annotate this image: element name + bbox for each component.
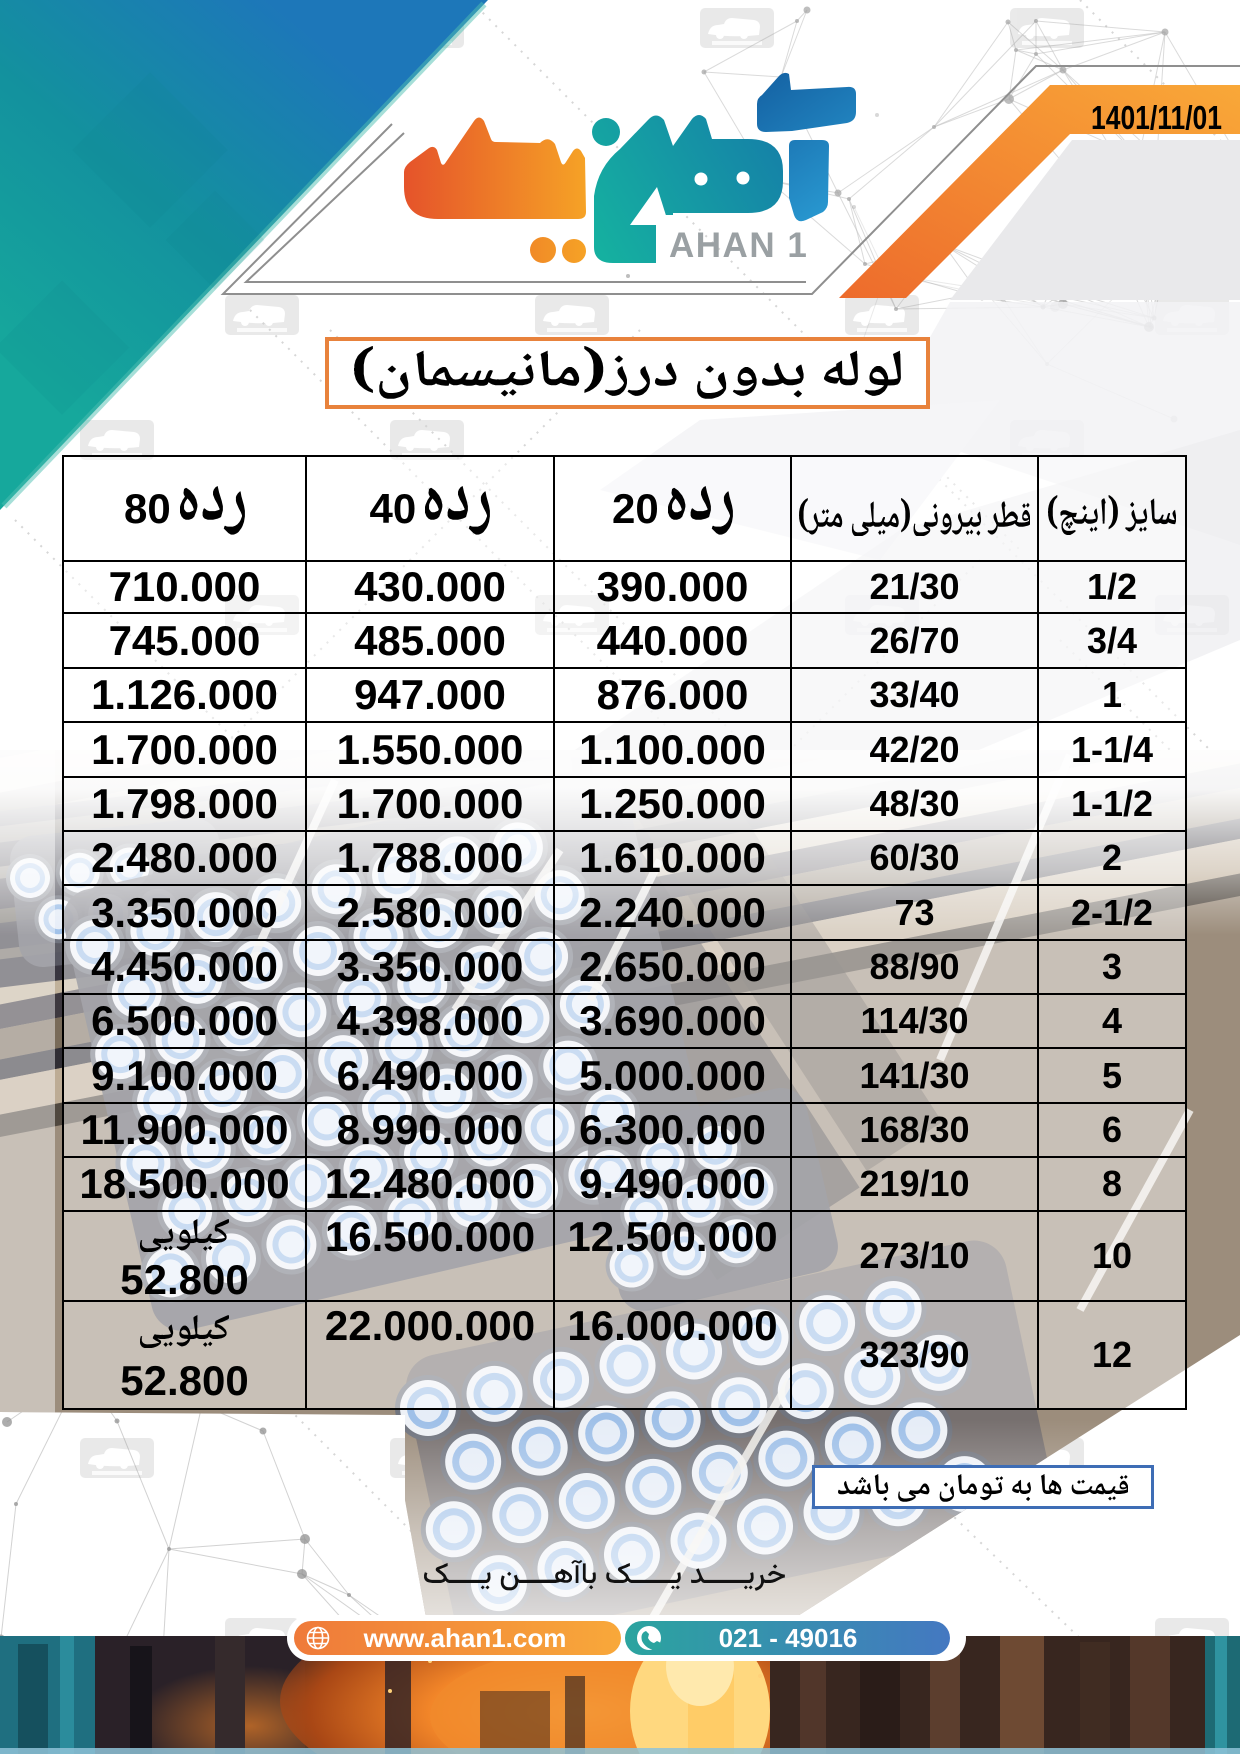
svg-text:AHAN 1: AHAN 1 — [669, 226, 808, 265]
svg-text:www.ahan1.com: www.ahan1.com — [363, 1623, 567, 1653]
svg-text:021 - 49016: 021 - 49016 — [719, 1623, 858, 1653]
svg-text:1401/11/01: 1401/11/01 — [1091, 99, 1222, 136]
